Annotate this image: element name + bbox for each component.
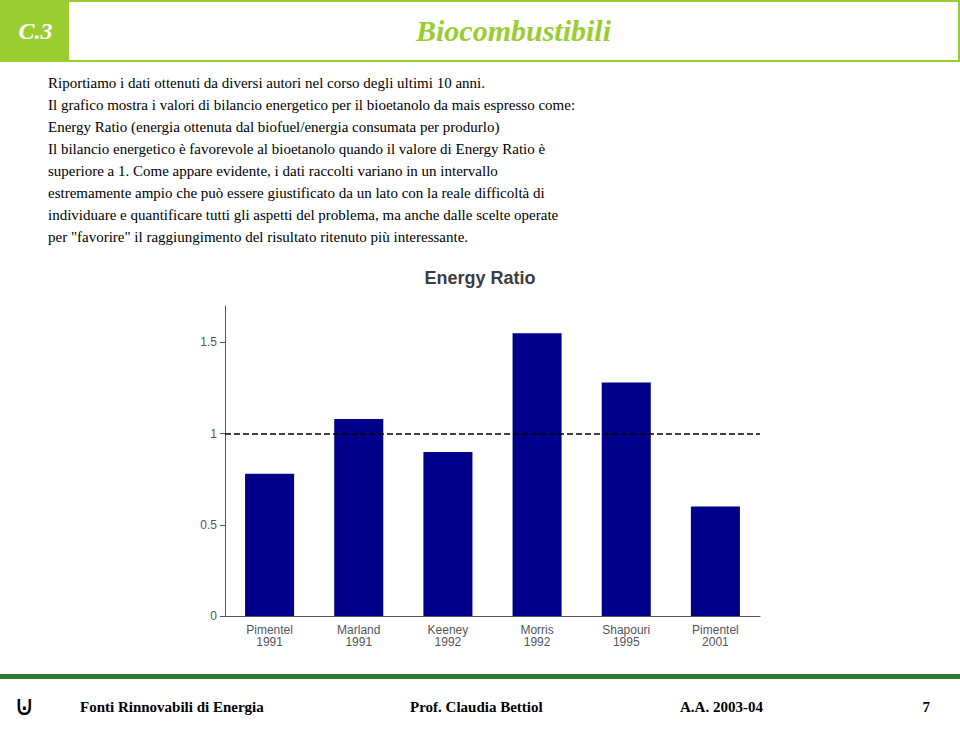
html-text:C.3: C.3 bbox=[18, 18, 53, 44]
svg-text:Shapouri: Shapouri bbox=[602, 623, 651, 637]
html-text:Il bilancio energetico è favor: Il bilancio energetico è favorevole al b… bbox=[48, 141, 546, 157]
svg-text:0.5: 0.5 bbox=[200, 518, 217, 532]
html-text:Riportiamo i dati ottenuti da: Riportiamo i dati ottenuti da diversi au… bbox=[48, 75, 485, 91]
svg-text:1: 1 bbox=[210, 427, 217, 441]
svg-text:1991: 1991 bbox=[345, 635, 372, 649]
html-text:individuare e quantificare tut: individuare e quantificare tutti gli asp… bbox=[48, 207, 559, 223]
html-text:estremamente ampio che può ess: estremamente ampio che può essere giusti… bbox=[48, 185, 545, 201]
svg-text:1991: 1991 bbox=[256, 635, 283, 649]
svg-text:Pimentel: Pimentel bbox=[692, 623, 739, 637]
html-text:Prof. Claudia Bettiol: Prof. Claudia Bettiol bbox=[410, 699, 543, 715]
svg-text:Morris: Morris bbox=[520, 623, 554, 637]
html-text:Fonti Rinnovabili di Energia: Fonti Rinnovabili di Energia bbox=[80, 699, 264, 715]
svg-text:Marland: Marland bbox=[337, 623, 381, 637]
html-text:superiore a 1. Come appare evi: superiore a 1. Come appare evidente, i d… bbox=[48, 163, 498, 179]
svg-text:Keeney: Keeney bbox=[427, 623, 469, 637]
html-text:7: 7 bbox=[922, 699, 930, 715]
svg-text:1992: 1992 bbox=[435, 635, 462, 649]
svg-text:1992: 1992 bbox=[524, 635, 551, 649]
svg-text:Energy Ratio: Energy Ratio bbox=[424, 268, 535, 288]
html-text:per "favorire" il raggiungimen: per "favorire" il raggiungimento del ris… bbox=[48, 229, 468, 245]
svg-text:1.5: 1.5 bbox=[200, 335, 217, 349]
svg-text:Pimentel: Pimentel bbox=[246, 623, 293, 637]
svg-text:2001: 2001 bbox=[702, 635, 729, 649]
svg-text:1995: 1995 bbox=[613, 635, 640, 649]
html-text:A.A. 2003-04: A.A. 2003-04 bbox=[680, 699, 763, 715]
html-text:Biocombustibili: Biocombustibili bbox=[416, 14, 611, 47]
svg-text:0: 0 bbox=[210, 609, 217, 623]
html-text:Il grafico mostra i valori di: Il grafico mostra i valori di bilancio e… bbox=[48, 97, 576, 113]
html-text:Energy Ratio (energia ottenuta: Energy Ratio (energia ottenuta dal biofu… bbox=[48, 119, 500, 135]
